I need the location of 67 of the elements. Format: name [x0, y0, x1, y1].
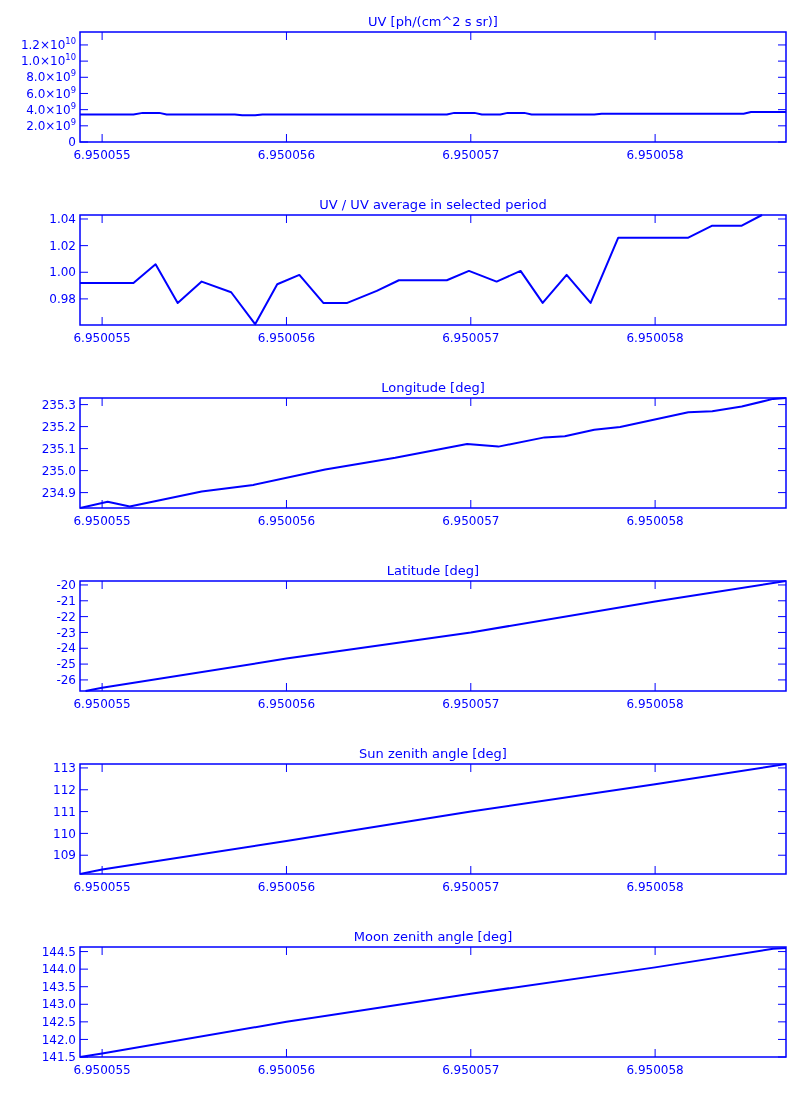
y-tick-label: 1.2×10$^{10}$	[20, 36, 76, 53]
x-tick-label: 6.950058	[626, 697, 684, 711]
y-tick-label: -20	[56, 578, 76, 593]
y-tick-label: -22	[56, 609, 76, 624]
y-tick-label: 6.0×10$^{9}$	[26, 84, 76, 101]
y-tick-label: 2.0×10$^{9}$	[26, 117, 76, 134]
x-tick-label: 6.950055	[73, 514, 131, 528]
chart-title: Moon zenith angle [deg]	[353, 929, 513, 944]
y-tick-label: -21	[56, 593, 76, 608]
y-tick-label: 234.9	[41, 485, 76, 500]
y-tick-label: 144.5	[41, 944, 76, 959]
y-tick-label: 8.0×10$^{9}$	[26, 68, 76, 85]
x-tick-label: 6.950058	[626, 331, 684, 345]
x-tick-label: 6.950058	[626, 514, 684, 528]
x-tick-label: 6.950057	[442, 514, 500, 528]
y-tick-label: -26	[56, 673, 76, 688]
y-tick-label: 235.1	[41, 441, 76, 456]
y-tick-label: 235.3	[41, 397, 76, 412]
y-tick-label: 112	[53, 782, 76, 797]
x-tick-label: 6.950058	[626, 148, 684, 162]
x-tick-label: 6.950055	[73, 148, 131, 162]
x-tick-label: 6.950055	[73, 1063, 131, 1077]
y-tick-label: -24	[56, 641, 76, 656]
x-tick-label: 6.950057	[442, 331, 500, 345]
x-tick-label: 6.950055	[73, 697, 131, 711]
y-tick-label: 1.00	[49, 265, 76, 280]
y-tick-label: 0	[68, 135, 76, 150]
y-tick-label: 143.5	[41, 979, 76, 994]
x-tick-label: 6.950056	[257, 148, 316, 162]
x-tick-label: 6.950056	[257, 514, 316, 528]
y-tick-label: 1.04	[49, 212, 76, 227]
y-tick-label: 235.0	[41, 463, 76, 478]
chart-title: Sun zenith angle [deg]	[359, 746, 507, 761]
y-tick-label: 111	[53, 804, 76, 819]
x-tick-label: 6.950058	[626, 1063, 684, 1077]
y-tick-label: 142.5	[41, 1015, 76, 1030]
chart-title: Longitude [deg]	[381, 380, 485, 395]
x-tick-label: 6.950056	[257, 331, 316, 345]
y-tick-label: -25	[56, 657, 76, 672]
y-tick-label: 110	[53, 826, 76, 841]
x-tick-label: 6.950057	[442, 880, 500, 894]
x-tick-label: 6.950055	[73, 331, 131, 345]
x-tick-label: 6.950056	[257, 697, 316, 711]
x-tick-label: 6.950058	[626, 880, 684, 894]
x-tick-label: 6.950056	[257, 1063, 316, 1077]
chart-title: UV [ph/(cm^2 s sr)]	[368, 14, 498, 29]
x-tick-label: 6.950056	[257, 880, 316, 894]
x-tick-label: 6.950055	[73, 880, 131, 894]
chart-title: Latitude [deg]	[386, 563, 480, 578]
chart-title: UV / UV average in selected period	[319, 197, 547, 212]
line-series	[80, 397, 786, 509]
y-tick-label: 144.0	[41, 962, 76, 977]
x-tick-label: 6.950057	[442, 697, 500, 711]
y-tick-label: 109	[53, 848, 76, 863]
line-series	[80, 763, 786, 875]
y-tick-label: 0.98	[49, 292, 76, 307]
y-tick-label: -23	[56, 625, 76, 640]
y-tick-label: 1.02	[49, 238, 76, 253]
x-tick-label: 6.950057	[442, 148, 500, 162]
y-tick-label: 113	[53, 761, 76, 776]
x-tick-label: 6.950057	[442, 1063, 500, 1077]
y-tick-label: 235.2	[41, 419, 76, 434]
y-tick-label: 4.0×10$^{9}$	[26, 100, 76, 117]
y-tick-label: 1.0×10$^{10}$	[20, 52, 76, 69]
y-tick-label: 141.5	[41, 1050, 76, 1065]
y-tick-label: 143.0	[41, 997, 76, 1012]
y-tick-label: 142.0	[41, 1032, 76, 1047]
